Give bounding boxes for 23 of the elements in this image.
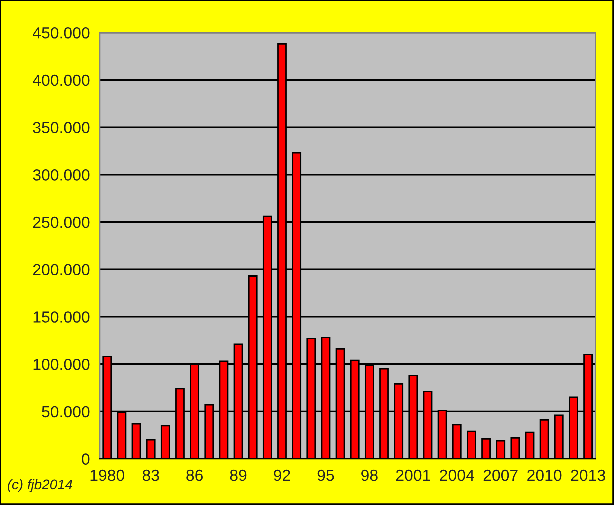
y-tick-label: 250.000 xyxy=(33,216,90,228)
y-tick-label: 50.000 xyxy=(42,406,90,418)
y-tick-label: 350.000 xyxy=(33,122,90,134)
x-tick-label: 86 xyxy=(186,470,203,482)
y-tick-label: 300.000 xyxy=(33,170,90,181)
x-tick-label: 89 xyxy=(230,470,247,482)
y-tick-label: 0 xyxy=(82,454,90,465)
text: (c) fjb2014 xyxy=(8,479,72,492)
y-tick-label: 100.000 xyxy=(34,358,90,370)
x-tick-label: 83 xyxy=(142,470,160,482)
x-tick-label: 2001 xyxy=(396,470,430,482)
x-tick-label: 95 xyxy=(318,470,334,482)
x-tick-label: 2010 xyxy=(528,470,562,482)
y-tick-label: 450.000 xyxy=(32,27,90,39)
x-tick-label: 2004 xyxy=(440,470,474,482)
x-tick-label: 2007 xyxy=(484,470,518,482)
y-tick-label: 200.000 xyxy=(33,264,90,276)
y-tick-label: 400.000 xyxy=(32,74,90,86)
x-tick-label: 2013 xyxy=(571,470,606,482)
x-tick-label: 1980 xyxy=(90,470,125,482)
x-tick-label: 98 xyxy=(362,470,378,482)
x-tick-label: 92 xyxy=(274,470,290,482)
y-tick-label: 150.000 xyxy=(34,312,90,323)
